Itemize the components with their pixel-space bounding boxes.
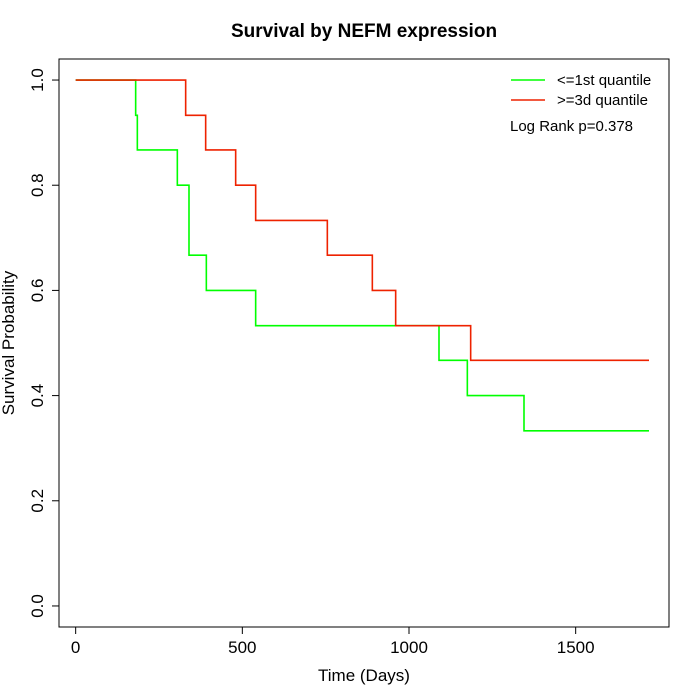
plot-frame xyxy=(58,58,670,628)
y-tick-label: 0.8 xyxy=(28,173,47,197)
legend-label: <=1st quantile xyxy=(557,72,651,89)
series-line-1 xyxy=(75,79,649,362)
x-axis-label: Time (Days) xyxy=(318,666,410,685)
x-tick-label: 1000 xyxy=(390,638,428,657)
series-layer xyxy=(75,79,649,432)
legend-label: >=3d quantile xyxy=(557,92,648,109)
y-tick-label: 0.2 xyxy=(28,489,47,513)
y-axis-label: Survival Probability xyxy=(0,270,18,415)
legend: <=1st quantile >=3d quantile xyxy=(511,72,651,109)
x-tick-label: 1500 xyxy=(557,638,595,657)
log-rank-annotation: Log Rank p=0.378 xyxy=(510,118,633,135)
x-tick-label: 0 xyxy=(71,638,80,657)
y-tick-label: 1.0 xyxy=(28,68,47,92)
y-axis: 0.0 0.2 0.4 0.6 0.8 1.0 xyxy=(28,68,60,618)
y-tick-label: 0.0 xyxy=(28,594,47,618)
chart-title: Survival by NEFM expression xyxy=(231,21,497,42)
series-line-0 xyxy=(75,79,649,432)
x-tick-label: 500 xyxy=(228,638,256,657)
y-tick-label: 0.4 xyxy=(28,384,47,408)
x-axis: 0 500 1000 1500 xyxy=(71,626,595,657)
y-tick-label: 0.6 xyxy=(28,279,47,303)
